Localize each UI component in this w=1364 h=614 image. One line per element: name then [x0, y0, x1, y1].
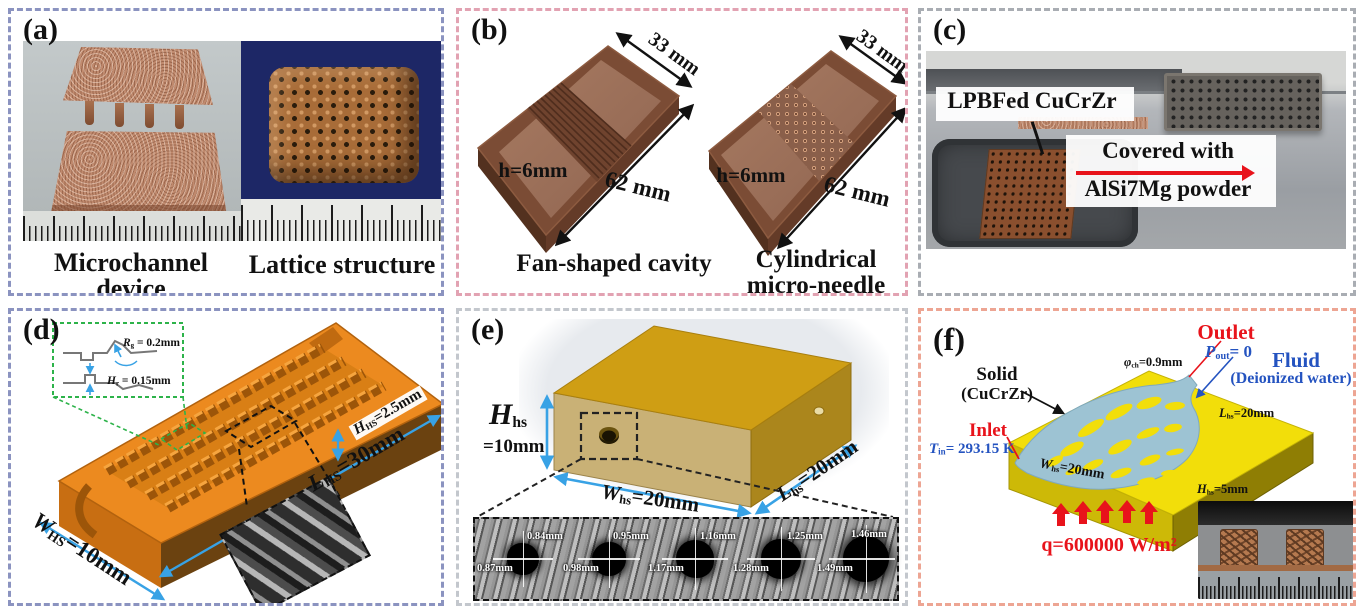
panel-e-tag: (e)	[471, 313, 505, 346]
copper-cube	[1220, 529, 1258, 569]
photo-dark-band	[1198, 501, 1353, 525]
covered-label-1: Covered with	[1102, 138, 1234, 163]
ruler	[241, 199, 441, 241]
panel-c: (c) LPBFed CuCrZr Covered with AlSi7Mg p…	[918, 8, 1356, 296]
h-arrow	[747, 558, 815, 560]
pout-label: Pout= 0	[1205, 342, 1252, 362]
photo-microchannel-device	[23, 41, 241, 241]
micrograph-strip: 0.84mm 0.87mm 0.95mm 0.98mm 1.16mm 1.17m…	[473, 517, 899, 601]
hole-measurement: 1.46mm 1.49mm	[817, 519, 897, 599]
caption-microchannel: Microchannel	[53, 248, 209, 277]
dia-horizontal: 0.87mm	[477, 563, 513, 574]
red-arrow-head	[1242, 165, 1263, 181]
heat-flux-label: q=600000 W/m²	[1041, 534, 1177, 556]
perforated-block	[1164, 73, 1322, 131]
ruler	[23, 211, 241, 241]
photo-lattice-structure	[241, 41, 441, 241]
channel-dia-label: φch=0.9mm	[1124, 355, 1183, 370]
panel-f-tag: (f)	[933, 321, 965, 357]
hole-measurement: 0.95mm 0.98mm	[561, 519, 649, 599]
h-arrow	[578, 558, 640, 560]
material-label-box	[936, 87, 1134, 121]
dia-vertical: 1.46mm	[851, 529, 887, 540]
copper-lattice-cylinder	[269, 67, 419, 183]
leader-lines	[1006, 340, 1234, 460]
panel-a-tag: (a)	[23, 13, 58, 46]
caption-microchannel-2: device	[96, 274, 166, 296]
panel-d-tag: (d)	[23, 313, 60, 346]
tray-fan-shaped	[476, 32, 695, 253]
panel-b-tag: (b)	[471, 13, 508, 46]
photo-build-chamber: LPBFed CuCrZr Covered with AlSi7Mg powde…	[926, 51, 1346, 249]
dim-height-value: =10mm	[483, 436, 545, 457]
covered-label-2: AlSi7Mg powder	[1084, 176, 1252, 201]
dim-height-label: Hhs	[489, 398, 528, 431]
copper-slab-bottom	[51, 131, 227, 217]
caption-cylindrical: Cylindrical	[755, 246, 877, 273]
caption-fan-shaped: Fan-shaped cavity	[516, 250, 712, 277]
gold-block	[552, 325, 853, 508]
panel-b: (b)	[456, 8, 908, 296]
dim-h6mm-needle: h=6mm	[716, 163, 786, 187]
solid-label-2: (CuCrZr)	[961, 384, 1033, 403]
panel-d: (d)	[8, 308, 444, 606]
gold-block-drawing	[476, 325, 894, 518]
recoater-bar	[926, 69, 1182, 91]
dim-height-label: Hhs=5mm	[1197, 482, 1249, 497]
caption-microneedle: micro-needle	[746, 272, 886, 296]
photo-printed-samples	[1198, 501, 1353, 599]
bed-edge-line	[926, 91, 1346, 94]
hole-measurement: 1.25mm 1.28mm	[733, 519, 823, 599]
dimension-arrows	[539, 394, 858, 518]
copper-strip	[1198, 565, 1353, 571]
dia-horizontal: 1.49mm	[817, 563, 853, 574]
dim-h6mm-fan: h=6mm	[498, 158, 568, 182]
inlet-label: Inlet	[969, 420, 1007, 441]
groove-radius-label: Rg = 0.2mm	[123, 337, 180, 350]
steel-ruler	[1198, 571, 1353, 599]
h-arrow	[662, 558, 728, 560]
slab-top-tube	[175, 105, 184, 129]
slab-top-tube	[115, 103, 124, 127]
copper-cube	[1286, 529, 1324, 569]
slab-top-tube	[145, 104, 154, 128]
tray-micro-needle	[707, 35, 905, 256]
fluid-channel	[1014, 374, 1200, 490]
hole-measurement: 0.84mm 0.87mm	[475, 519, 563, 599]
panel-c-tag: (c)	[933, 13, 967, 46]
solid-label: Solid	[976, 364, 1018, 385]
caption-lattice: Lattice structure	[248, 250, 436, 279]
trays-drawing	[476, 32, 905, 256]
panel-e: (e) Hhs =10mm Whs=20mm Lhs=20mm	[456, 308, 908, 606]
panel-f: (f)	[918, 308, 1356, 606]
slab-top-tube	[85, 101, 94, 125]
dia-horizontal: 0.98mm	[563, 563, 599, 574]
hole-measurement: 1.16mm 1.17mm	[647, 519, 736, 599]
dim-length-label: Lhs=20mm	[1219, 406, 1275, 421]
tin-label: Tin= 293.15 K	[929, 441, 1015, 457]
leaf-islands	[1046, 396, 1185, 485]
outlet-label: Outlet	[1197, 320, 1255, 344]
material-label: LPBFed CuCrZr	[947, 88, 1117, 113]
copper-slab-top	[63, 47, 213, 105]
dia-vertical: 0.95mm	[613, 531, 649, 542]
dia-vertical: 1.16mm	[700, 531, 736, 542]
h-arrow	[493, 558, 553, 560]
fluid-label: Fluid	[1272, 348, 1320, 372]
fluid-label-2: (Deionized water)	[1230, 370, 1352, 387]
rib-height-label: Hr = 0.15mm	[107, 375, 171, 388]
red-arrow	[1076, 171, 1244, 175]
dia-vertical: 1.25mm	[787, 531, 823, 542]
h-arrow	[829, 558, 895, 560]
dia-vertical: 0.84mm	[527, 531, 563, 542]
dia-horizontal: 1.17mm	[648, 563, 684, 574]
detail-callout-green	[52, 322, 207, 451]
dia-horizontal: 1.28mm	[733, 563, 769, 574]
panel-a: (a) Microchannel device Lattice structur…	[8, 8, 444, 296]
